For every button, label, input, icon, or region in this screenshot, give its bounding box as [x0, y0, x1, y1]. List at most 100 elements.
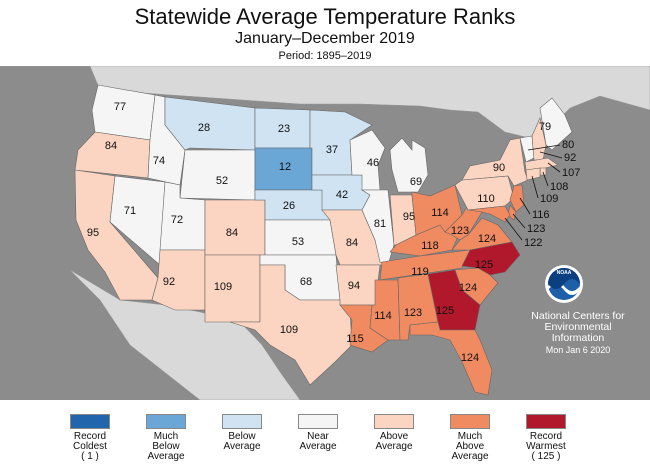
label-LA: 115: [346, 333, 364, 345]
legend-item-much-above: Much Above Average: [432, 414, 508, 462]
legend-item-near: Near Average: [280, 414, 356, 452]
label-ID: 74: [153, 155, 165, 167]
legend-label-line: Much: [153, 431, 179, 442]
ncei-line-3: Information: [551, 332, 605, 344]
legend-label-line: Average: [451, 451, 489, 462]
state-new-jersey[interactable]: [509, 184, 525, 213]
label-MD: 122: [524, 237, 542, 249]
label-KS: 53: [292, 236, 304, 248]
label-CT: 109: [540, 193, 558, 205]
legend-item-record-warmest: Record Warmest( 125 ): [508, 414, 584, 462]
legend-label-line: Average: [375, 441, 413, 452]
legend-item-below: Below Average: [204, 414, 280, 452]
label-MI: 69: [410, 176, 422, 188]
state-michigan[interactable]: [389, 137, 429, 193]
legend-swatch: [374, 414, 414, 429]
leader-lines: [504, 144, 563, 241]
label-CA: 95: [87, 227, 99, 239]
label-TX: 109: [280, 324, 298, 336]
legend-label-line: Coldest: [73, 441, 107, 452]
label-WI: 46: [367, 157, 379, 169]
label-RI: 108: [550, 181, 568, 193]
label-IA: 42: [336, 189, 348, 201]
label-MT: 28: [198, 122, 210, 134]
legend-label-line: Average: [147, 451, 185, 462]
label-VA: 124: [478, 233, 496, 245]
map-title: Statewide Average Temperature Ranks: [134, 4, 516, 29]
label-GA: 125: [436, 305, 454, 317]
label-WY: 52: [216, 175, 228, 187]
legend-label-line: ( 125 ): [531, 451, 561, 462]
label-NV: 71: [124, 205, 136, 217]
legend-label-line: Record: [73, 431, 107, 442]
state-arizona[interactable]: [151, 249, 206, 311]
label-IL: 81: [374, 218, 386, 230]
label-AR: 94: [348, 280, 360, 292]
label-MA: 107: [562, 167, 580, 179]
label-UT: 72: [171, 214, 183, 226]
label-WV: 123: [451, 225, 469, 237]
legend-swatch: [222, 414, 262, 429]
legend-swatch: [450, 414, 490, 429]
label-OR: 84: [105, 140, 117, 152]
ncei-line-2: Environmental: [544, 321, 612, 333]
legend-label-line: Above: [455, 441, 485, 452]
label-DE: 123: [527, 223, 545, 235]
label-SC: 124: [459, 282, 477, 294]
state-new-hampshire[interactable]: [531, 117, 547, 161]
noaa-logo: NOAA: [545, 265, 583, 303]
state-west-virginia[interactable]: [444, 204, 483, 241]
legend-label-line: Record: [529, 431, 563, 442]
state-texas[interactable]: [229, 264, 353, 386]
legend: Record Coldest( 1 ) Much Below Average Below A…: [0, 410, 650, 475]
label-NJ: 116: [532, 209, 550, 221]
label-NE: 26: [283, 200, 295, 212]
label-KY: 118: [421, 240, 439, 252]
label-WA: 77: [114, 101, 126, 113]
ncei-date: Mon Jan 6 2020: [545, 345, 611, 355]
legend-label-line: Below: [228, 431, 256, 442]
legend-swatch: [70, 414, 110, 429]
legend-label-line: Above: [379, 431, 409, 442]
state-rhode-island[interactable]: [539, 167, 547, 176]
label-NC: 125: [475, 259, 493, 271]
state-florida[interactable]: [409, 321, 493, 396]
label-IN: 95: [403, 211, 415, 223]
label-MS: 114: [374, 310, 392, 322]
lake-erie: [428, 178, 466, 196]
period-label: Period: 1895–2019: [278, 50, 372, 62]
legend-label-line: Average: [299, 441, 337, 452]
state-delaware[interactable]: [507, 204, 517, 221]
state-maryland[interactable]: [467, 205, 511, 223]
label-OK: 68: [300, 276, 312, 288]
label-PA: 110: [477, 193, 495, 205]
label-NY: 90: [493, 162, 505, 174]
label-SD: 12: [279, 161, 291, 173]
legend-item-record-coldest: Record Coldest( 1 ): [52, 414, 128, 462]
state-connecticut[interactable]: [525, 167, 541, 181]
label-ME: 79: [539, 121, 551, 133]
label-FL: 124: [461, 352, 479, 364]
noaa-logo-text: NOAA: [557, 270, 572, 276]
legend-item-much-below: Much Below Average: [128, 414, 204, 462]
legend-label-line: Warmest: [526, 441, 566, 452]
legend-swatch: [298, 414, 338, 429]
legend-label-line: Much: [457, 431, 483, 442]
label-MO: 84: [346, 237, 358, 249]
legend-label-line: ( 1 ): [81, 451, 99, 462]
state-massachusetts[interactable]: [524, 157, 559, 171]
state-new-york[interactable]: [461, 137, 529, 187]
legend-label-line: Near: [307, 431, 329, 442]
ncei-line-1: National Centers for: [531, 310, 625, 322]
legend-label-line: Average: [223, 441, 261, 452]
label-NM: 109: [214, 281, 232, 293]
us-map: 77 84 95 74 71 28 52 72 92 84 109 23 12 …: [0, 66, 650, 400]
label-OH: 114: [431, 207, 449, 219]
map-svg: 77 84 95 74 71 28 52 72 92 84 109 23 12 …: [0, 66, 650, 400]
state-oregon[interactable]: [74, 131, 151, 179]
label-NH: 92: [564, 152, 576, 164]
legend-swatch: [526, 414, 566, 429]
ncei-credit: National Centers for Environmental Infor…: [522, 311, 634, 356]
state-illinois[interactable]: [360, 189, 395, 266]
label-MN: 37: [326, 144, 338, 156]
